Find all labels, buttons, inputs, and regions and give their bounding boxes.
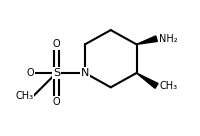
Text: O: O — [27, 68, 34, 78]
Text: NH₂: NH₂ — [159, 34, 178, 44]
Polygon shape — [137, 36, 157, 44]
Text: O: O — [53, 39, 60, 49]
Text: N: N — [81, 68, 89, 78]
Text: O: O — [53, 97, 60, 107]
Text: CH₃: CH₃ — [159, 81, 178, 91]
Polygon shape — [137, 73, 158, 88]
Text: CH₃: CH₃ — [15, 91, 33, 101]
Text: S: S — [53, 68, 60, 78]
